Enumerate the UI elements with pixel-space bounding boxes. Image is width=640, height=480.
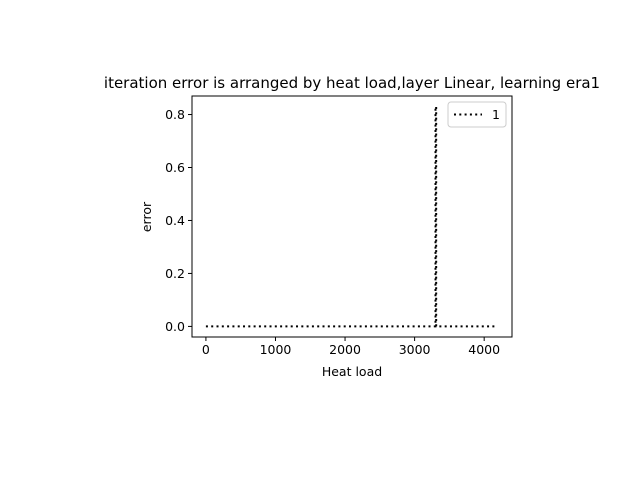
chart-title: iteration error is arranged by heat load…: [104, 74, 600, 92]
x-tick-label: 4000: [468, 342, 500, 357]
y-tick-label: 0.8: [165, 107, 185, 122]
x-tick-label: 3000: [399, 342, 431, 357]
x-axis: 0 1000 2000 3000 4000: [202, 337, 500, 357]
x-tick-label: 1000: [260, 342, 292, 357]
plot-area: [191, 95, 513, 338]
y-tick-label: 0.6: [165, 160, 185, 175]
x-tick-label: 2000: [329, 342, 361, 357]
y-tick-label: 0.4: [165, 213, 185, 228]
legend: 1: [447, 101, 507, 128]
y-axis-label: error: [139, 201, 154, 232]
y-tick-label: 0.0: [165, 319, 185, 334]
y-axis: 0.0 0.2 0.4 0.6 0.8: [165, 107, 192, 334]
series-line-1: [205, 105, 496, 328]
x-tick-label: 0: [202, 342, 210, 357]
x-axis-label: Heat load: [322, 364, 382, 379]
y-tick-label: 0.2: [165, 266, 185, 281]
series-layer: [205, 105, 496, 328]
legend-label: 1: [492, 107, 500, 122]
